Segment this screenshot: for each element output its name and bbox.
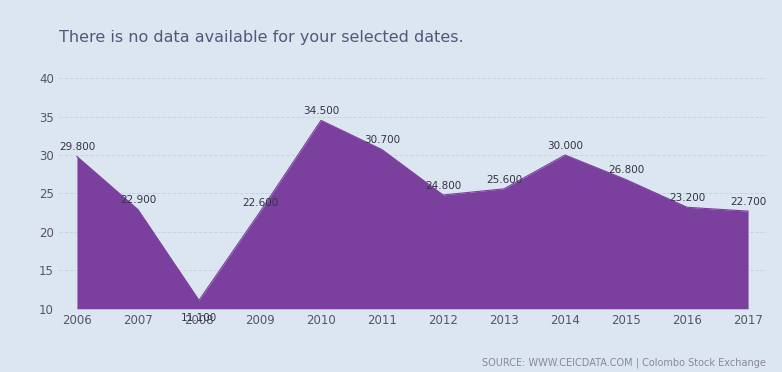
Text: 26.800: 26.800: [608, 166, 644, 176]
Text: 34.500: 34.500: [303, 106, 339, 116]
Text: There is no data available for your selected dates.: There is no data available for your sele…: [59, 30, 463, 45]
Text: 11.100: 11.100: [181, 313, 217, 323]
Text: 23.200: 23.200: [669, 193, 705, 203]
Text: 22.700: 22.700: [730, 197, 766, 207]
Text: 24.800: 24.800: [425, 181, 461, 191]
Text: 30.000: 30.000: [547, 141, 583, 151]
Text: 22.900: 22.900: [120, 195, 156, 205]
Text: 29.800: 29.800: [59, 142, 95, 153]
Text: 22.600: 22.600: [242, 198, 278, 208]
Text: SOURCE: WWW.CEICDATA.COM | Colombo Stock Exchange: SOURCE: WWW.CEICDATA.COM | Colombo Stock…: [482, 358, 766, 368]
Text: 25.600: 25.600: [486, 175, 522, 185]
Text: 30.700: 30.700: [364, 135, 400, 145]
